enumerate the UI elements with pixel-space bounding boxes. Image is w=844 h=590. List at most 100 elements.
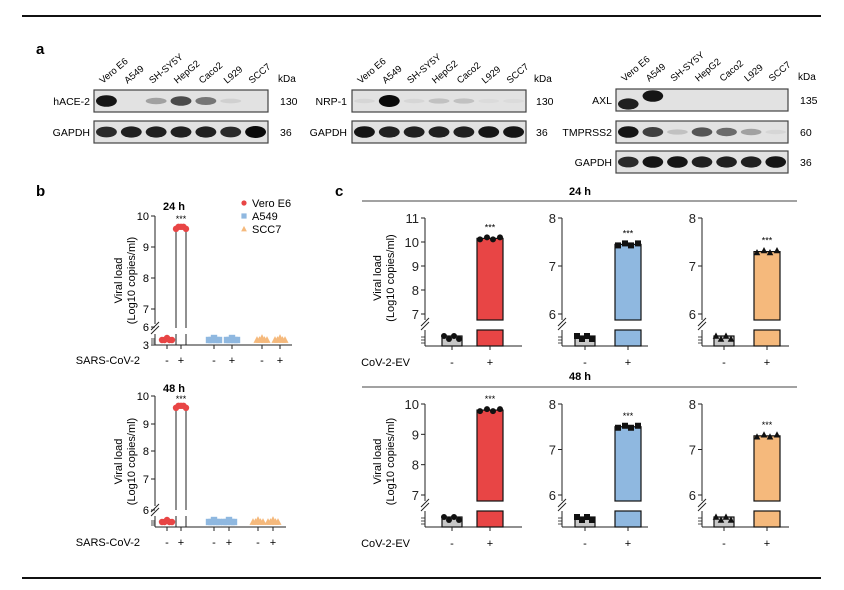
axis-break-mark (420, 321, 430, 331)
legend-marker (241, 213, 247, 219)
protein-band (170, 96, 192, 106)
protein-band (642, 156, 664, 168)
axis-break-mark (420, 317, 430, 327)
y-axis-label: Viral load (113, 258, 125, 304)
panel-label-c: c (335, 183, 343, 200)
data-point (584, 514, 590, 520)
axis-break-mark (557, 498, 567, 508)
protein-band (617, 98, 639, 110)
data-point (760, 431, 768, 438)
y-tick-label: 3 (143, 340, 149, 352)
bar-positive (753, 329, 781, 347)
data-point (182, 225, 190, 233)
data-point (622, 240, 628, 247)
data-point (760, 247, 768, 254)
data-point (490, 236, 496, 243)
kda-value: 60 (800, 127, 812, 139)
data-point (622, 422, 628, 429)
protein-band (220, 98, 242, 104)
y-tick-label: 7 (689, 259, 696, 274)
data-point (635, 422, 641, 429)
panel-label-a: a (36, 41, 45, 58)
y-tick-label: 7 (412, 307, 419, 322)
y-axis-label: (Log10 copies/ml) (385, 234, 397, 321)
legend-entry: SCC7 (252, 224, 281, 236)
data-point (722, 513, 730, 520)
data-point (274, 518, 282, 525)
x-category-label: + (226, 537, 232, 549)
protein-band (453, 126, 475, 138)
legend-entry: Vero E6 (252, 198, 291, 210)
lane-label: SCC7 (767, 60, 793, 85)
protein-label: GAPDH (53, 127, 90, 139)
x-category-label: - (722, 357, 726, 369)
protein-band (353, 126, 375, 138)
y-axis-label: (Log10 copies/ml) (126, 237, 138, 324)
bar-chart-scc7: 6 7 8 *** - + (689, 211, 789, 369)
chart-title: 48 h (163, 383, 185, 395)
protein-band (245, 126, 267, 138)
protein-band (145, 97, 167, 105)
axis-break-mark (557, 502, 567, 512)
protein-band (642, 90, 664, 102)
y-tick-label: 6 (549, 307, 556, 322)
x-category-label: + (270, 537, 276, 549)
data-point (451, 514, 457, 520)
x-category-label: - (450, 538, 454, 550)
protein-label: TMPRSS2 (562, 127, 612, 139)
legend-marker (241, 225, 247, 232)
x-category-label: - (165, 537, 169, 549)
y-tick-label: 6 (143, 322, 149, 334)
protein-band (428, 98, 450, 104)
protein-band (716, 127, 737, 137)
data-point (168, 336, 176, 344)
data-point (727, 335, 735, 342)
significance-label: *** (485, 222, 496, 232)
y-tick-label: 9 (412, 259, 419, 274)
kda-header: kDa (278, 74, 296, 85)
protein-label: GAPDH (575, 157, 612, 169)
axis-break-mark (557, 321, 567, 331)
row-title: 48 h (569, 371, 591, 383)
data-point (635, 240, 641, 247)
x-axis-label: CoV-2-EV (361, 538, 411, 550)
data-point (182, 404, 190, 411)
x-category-label: - (165, 355, 169, 367)
data-point (717, 335, 725, 342)
bar-chart-vero-e6: 7 8 9 10 11 *** - + (405, 211, 522, 369)
data-point (574, 333, 580, 339)
significance-label: *** (176, 214, 187, 224)
axis-break-mark (697, 498, 707, 508)
protein-band (765, 156, 787, 168)
protein-label: GAPDH (310, 127, 347, 139)
data-point (615, 242, 621, 249)
bar-positive (614, 329, 642, 347)
protein-band (403, 126, 425, 138)
data-point (615, 424, 621, 431)
bar-positive (476, 237, 504, 321)
data-point (579, 336, 585, 342)
x-category-label: + (487, 538, 493, 550)
data-point (484, 234, 490, 241)
x-category-label: - (450, 357, 454, 369)
axis-break-mark (420, 498, 430, 508)
x-category-label: - (212, 355, 216, 367)
protein-band (403, 98, 425, 104)
protein-band (642, 127, 664, 137)
axis-break-mark (150, 507, 160, 517)
blot-membrane (615, 88, 789, 112)
data-point (584, 333, 590, 339)
x-axis-label: CoV-2-EV (361, 357, 411, 369)
bar-positive (476, 409, 504, 502)
y-tick-label: 7 (689, 443, 696, 458)
protein-band (353, 98, 375, 104)
x-category-label: + (178, 355, 184, 367)
data-point (233, 336, 241, 344)
protein-band (740, 128, 762, 136)
axis-break-mark (697, 317, 707, 327)
x-category-label: + (625, 538, 631, 550)
